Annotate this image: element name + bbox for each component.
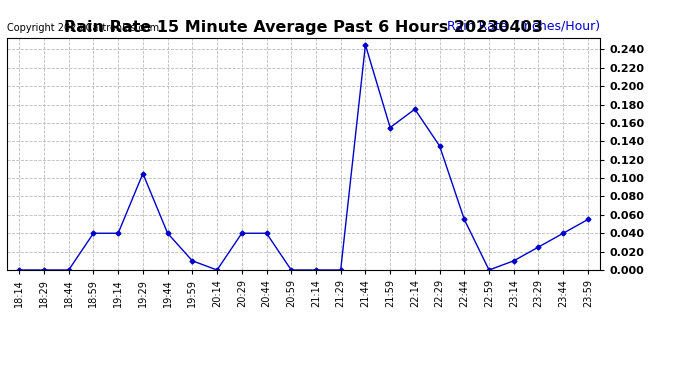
Text: Rain Rate  (Inches/Hour): Rain Rate (Inches/Hour): [447, 20, 600, 33]
Text: Copyright 2023 Cartronics.com: Copyright 2023 Cartronics.com: [7, 23, 159, 33]
Title: Rain Rate 15 Minute Average Past 6 Hours 20230403: Rain Rate 15 Minute Average Past 6 Hours…: [64, 20, 543, 35]
